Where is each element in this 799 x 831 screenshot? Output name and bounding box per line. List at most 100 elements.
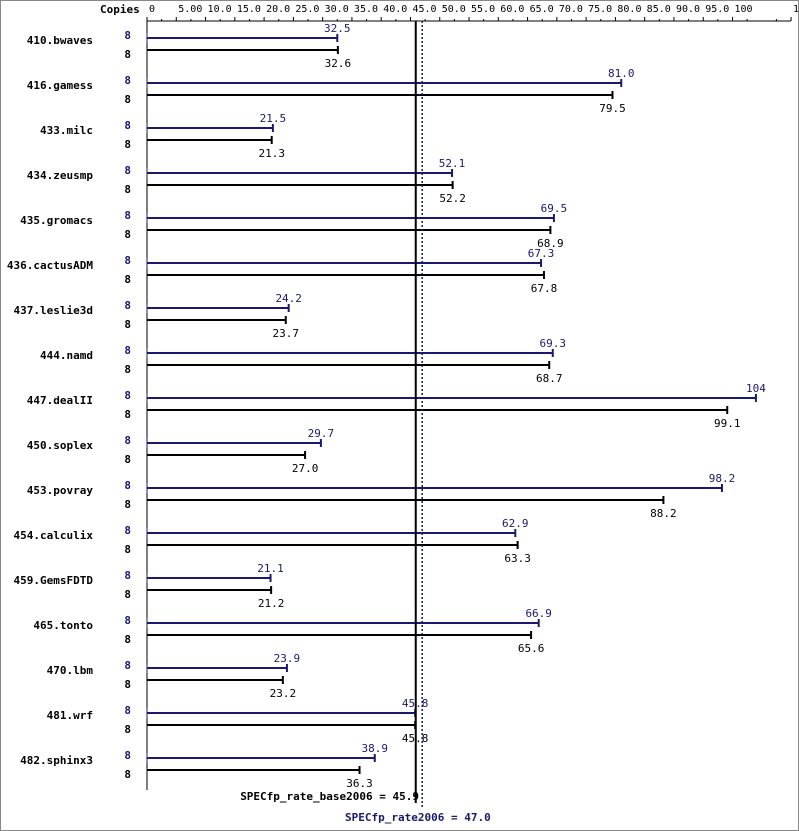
- reference-lines: SPECfp_rate_base2006 = 45.9 SPECfp_rate20…: [240, 21, 491, 824]
- base-value-label: 99.1: [714, 417, 741, 430]
- peak-copies-label: 8: [124, 74, 131, 87]
- peak-value-label: 32.5: [324, 22, 351, 35]
- peak-reference-label: SPECfp_rate2006 = 47.0: [345, 811, 491, 824]
- bars: 410.bwaves 8 8 32.5 32.6 416.gamess 8 8 81.0 79.5…: [7, 22, 766, 790]
- x-tick-label: 45.0: [412, 4, 436, 15]
- category-label: 453.povray: [27, 484, 94, 497]
- peak-copies-label: 8: [124, 389, 131, 402]
- base-copies-label: 8: [124, 678, 131, 691]
- base-value-label: 32.6: [325, 57, 352, 70]
- base-value-label: 23.7: [273, 327, 300, 340]
- base-copies-label: 8: [124, 183, 131, 196]
- base-copies-label: 8: [124, 138, 131, 151]
- peak-copies-label: 8: [124, 479, 131, 492]
- peak-value-label: 81.0: [608, 67, 635, 80]
- peak-value-label: 66.9: [525, 607, 552, 620]
- x-tick-label: 95.0: [705, 4, 729, 15]
- category-label: 482.sphinx3: [20, 754, 93, 767]
- base-value-label: 27.0: [292, 462, 319, 475]
- peak-value-label: 104: [746, 382, 766, 395]
- category-label: 435.gromacs: [20, 214, 93, 227]
- x-tick-label: 80.0: [617, 4, 641, 15]
- x-tick-label: 50.0: [442, 4, 466, 15]
- base-copies-label: 8: [124, 453, 131, 466]
- x-tick-label: 70.0: [559, 4, 583, 15]
- category-label: 433.milc: [40, 124, 93, 137]
- category-label: 481.wrf: [47, 709, 93, 722]
- base-copies-label: 8: [124, 93, 131, 106]
- peak-copies-label: 8: [124, 119, 131, 132]
- base-copies-label: 8: [124, 543, 131, 556]
- base-value-label: 63.3: [504, 552, 531, 565]
- peak-copies-label: 8: [124, 344, 131, 357]
- base-reference-label: SPECfp_rate_base2006 = 45.9: [240, 790, 419, 803]
- category-label: 436.cactusADM: [7, 259, 93, 272]
- base-value-label: 36.3: [346, 777, 373, 790]
- x-tick-label: 110: [793, 4, 799, 15]
- base-value-label: 68.9: [537, 237, 564, 250]
- base-copies-label: 8: [124, 273, 131, 286]
- x-axis: 0 5.00 10.0 15.0 20.0 25.0 30.0 35.0 40.0 45.0 50.…: [146, 4, 799, 790]
- base-value-label: 88.2: [650, 507, 677, 520]
- peak-value-label: 67.3: [528, 247, 555, 260]
- x-tick-label: 0: [149, 4, 155, 15]
- x-tick-label: 15.0: [237, 4, 261, 15]
- category-label: 434.zeusmp: [27, 169, 94, 182]
- peak-copies-label: 8: [124, 434, 131, 447]
- base-copies-label: 8: [124, 48, 131, 61]
- x-tick-label: 55.0: [471, 4, 495, 15]
- x-tick-label: 90.0: [676, 4, 700, 15]
- peak-copies-label: 8: [124, 659, 131, 672]
- x-tick-label: 5.00: [178, 4, 202, 15]
- peak-copies-label: 8: [124, 209, 131, 222]
- peak-value-label: 69.5: [541, 202, 568, 215]
- x-tick-label: 60.0: [500, 4, 524, 15]
- x-tick-label: 25.0: [295, 4, 319, 15]
- peak-copies-label: 8: [124, 569, 131, 582]
- base-value-label: 68.7: [536, 372, 563, 385]
- base-value-label: 23.2: [270, 687, 297, 700]
- peak-value-label: 69.3: [540, 337, 567, 350]
- x-tick-label: 85.0: [647, 4, 671, 15]
- category-label: 454.calculix: [14, 529, 94, 542]
- base-copies-label: 8: [124, 228, 131, 241]
- peak-copies-label: 8: [124, 299, 131, 312]
- x-tick-label: 40.0: [383, 4, 407, 15]
- peak-value-label: 62.9: [502, 517, 529, 530]
- peak-value-label: 21.5: [260, 112, 287, 125]
- base-value-label: 65.6: [518, 642, 545, 655]
- peak-value-label: 52.1: [439, 157, 466, 170]
- base-copies-label: 8: [124, 408, 131, 421]
- x-tick-label: 30.0: [325, 4, 349, 15]
- peak-value-label: 98.2: [709, 472, 736, 485]
- category-label: 444.namd: [40, 349, 93, 362]
- category-label: 437.leslie3d: [14, 304, 93, 317]
- peak-copies-label: 8: [124, 524, 131, 537]
- peak-copies-label: 8: [124, 704, 131, 717]
- base-value-label: 21.2: [258, 597, 285, 610]
- x-tick-label: 65.0: [530, 4, 554, 15]
- base-copies-label: 8: [124, 318, 131, 331]
- category-label: 447.dealII: [27, 394, 93, 407]
- base-copies-label: 8: [124, 633, 131, 646]
- base-value-label: 79.5: [599, 102, 626, 115]
- category-label: 470.lbm: [47, 664, 94, 677]
- x-tick-label: 75.0: [588, 4, 612, 15]
- category-label: 410.bwaves: [27, 34, 93, 47]
- peak-value-label: 23.9: [274, 652, 301, 665]
- peak-copies-label: 8: [124, 749, 131, 762]
- peak-copies-label: 8: [124, 254, 131, 267]
- peak-value-label: 38.9: [362, 742, 389, 755]
- peak-value-label: 21.1: [257, 562, 284, 575]
- base-copies-label: 8: [124, 768, 131, 781]
- x-tick-label: 20.0: [266, 4, 290, 15]
- base-value-label: 67.8: [531, 282, 558, 295]
- x-tick-label: 10.0: [208, 4, 232, 15]
- copies-header: Copies: [100, 3, 140, 16]
- category-label: 459.GemsFDTD: [14, 574, 94, 587]
- x-tick-label: 100: [735, 4, 753, 15]
- peak-value-label: 24.2: [275, 292, 302, 305]
